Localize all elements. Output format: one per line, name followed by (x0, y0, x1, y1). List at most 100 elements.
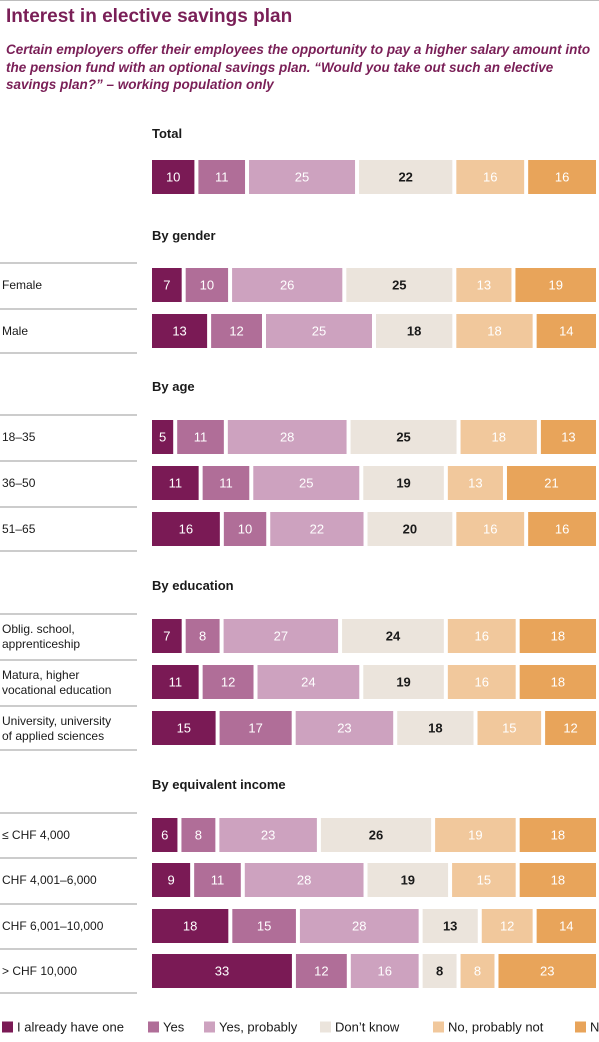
row-label: ≤ CHF 4,000 (2, 828, 70, 842)
data-label: 17 (248, 721, 262, 736)
data-label: 12 (563, 721, 577, 736)
bar-segment (536, 909, 596, 943)
data-label: 25 (295, 170, 309, 185)
bar-segment (152, 863, 191, 897)
data-label: 24 (301, 675, 315, 690)
bar-segment (397, 711, 474, 745)
bar-segment (177, 420, 224, 454)
data-label: 15 (177, 721, 191, 736)
bar-segment (422, 954, 457, 988)
data-label: 18 (487, 324, 501, 339)
row-label: apprenticeship (2, 637, 80, 651)
data-label: 25 (299, 476, 313, 491)
legend-swatch (433, 1021, 444, 1033)
data-label: 23 (337, 721, 351, 736)
bar-segment (249, 160, 356, 194)
data-label: 28 (280, 430, 294, 445)
bar-segment (227, 420, 347, 454)
data-label: 11 (211, 873, 225, 888)
data-label: 21 (544, 476, 558, 491)
row-label: Oblig. school, (2, 622, 75, 636)
bar-segment (152, 314, 208, 348)
legend-label: No, probably not (448, 1020, 544, 1035)
bar-segment (456, 160, 525, 194)
data-label: 9 (167, 873, 174, 888)
bar-segment (152, 268, 182, 302)
data-label: 13 (561, 430, 575, 445)
group-title: By gender (152, 228, 216, 243)
bar-segment (152, 512, 220, 546)
bar-segment (219, 818, 317, 852)
data-label: 8 (474, 964, 481, 979)
bar-segment (481, 909, 533, 943)
data-label: 10 (200, 278, 214, 293)
bar-segment (456, 512, 525, 546)
data-label: 28 (297, 873, 311, 888)
data-label: 18 (551, 675, 565, 690)
data-label: 15 (502, 721, 516, 736)
bar-segment (545, 711, 596, 745)
bar-segment (270, 512, 364, 546)
bar-segment (506, 466, 596, 500)
data-label: 19 (396, 675, 410, 690)
bar-segment (359, 160, 453, 194)
top-rule (0, 0, 599, 1)
data-label: 25 (396, 430, 410, 445)
bar-segment (152, 160, 195, 194)
data-label: 13 (468, 476, 482, 491)
data-label: 19 (468, 828, 482, 843)
legend-label: No (590, 1020, 599, 1035)
chart-title: Interest in elective savings plan (6, 6, 293, 27)
data-label: 12 (500, 919, 514, 934)
group-title: By equivalent income (152, 777, 286, 792)
bar-segment (211, 314, 262, 348)
row-label: 18–35 (2, 430, 36, 444)
data-label: 18 (491, 430, 505, 445)
data-label: 7 (163, 629, 170, 644)
data-label: 24 (386, 629, 401, 644)
row-label: Male (2, 324, 28, 338)
bar-segment (295, 711, 394, 745)
bar-segment (299, 909, 419, 943)
legend-swatch (204, 1021, 215, 1033)
data-label: 15 (257, 919, 271, 934)
bar-segment (185, 268, 229, 302)
data-label: 19 (548, 278, 562, 293)
data-label: 5 (159, 430, 166, 445)
data-label: 22 (310, 522, 324, 537)
bar-segment (152, 954, 292, 988)
bar-segment (253, 466, 360, 500)
row-label: of applied sciences (2, 729, 104, 743)
row-label: 36–50 (2, 476, 36, 490)
bar-segment (266, 314, 372, 348)
row-label: Female (2, 278, 42, 292)
legend-swatch (148, 1021, 159, 1033)
bar-segment (232, 909, 296, 943)
row-label: University, university (2, 714, 111, 728)
bar-segment (456, 314, 533, 348)
group-title: Total (152, 126, 182, 141)
data-label: 18 (183, 919, 197, 934)
bar-segment (367, 512, 453, 546)
data-label: 26 (369, 828, 383, 843)
data-label: 25 (392, 278, 406, 293)
bar-segment (223, 512, 267, 546)
bar-segment (152, 711, 216, 745)
data-label: 25 (312, 324, 326, 339)
bar-segment (367, 863, 449, 897)
data-label: 18 (551, 828, 565, 843)
bar-segment (152, 420, 174, 454)
bar-segment (295, 954, 347, 988)
bar-segment (363, 466, 444, 500)
data-label: 12 (221, 675, 235, 690)
group-title: By age (152, 379, 195, 394)
bar-segment (536, 314, 596, 348)
data-label: 16 (179, 522, 193, 537)
bar-segment (447, 619, 516, 653)
data-label: 16 (555, 170, 569, 185)
data-label: 18 (407, 324, 421, 339)
data-label: 14 (559, 919, 573, 934)
group-title: By education (152, 578, 234, 593)
data-label: 10 (166, 170, 180, 185)
bar-segment (223, 619, 339, 653)
